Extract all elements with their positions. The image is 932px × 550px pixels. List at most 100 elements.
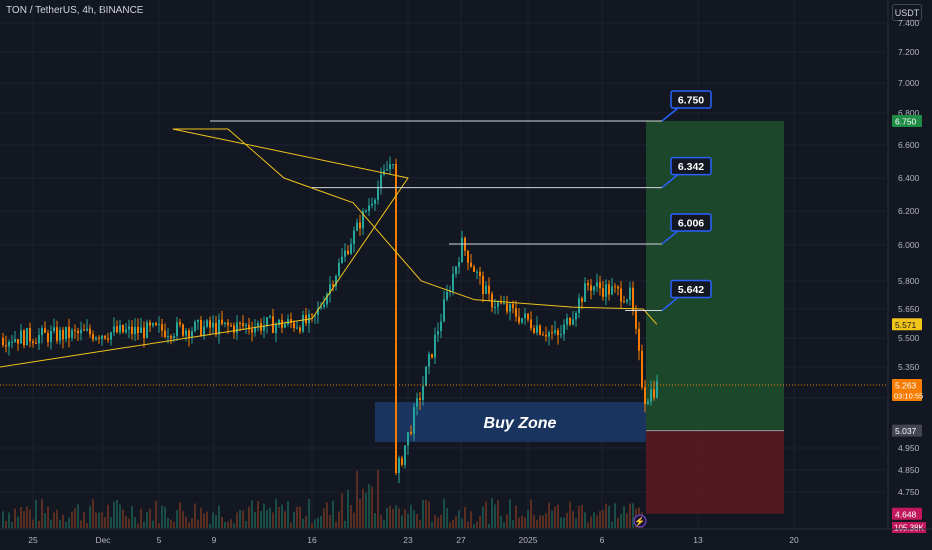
x-tick-label: 27 [456,535,466,545]
volume-bar [65,521,67,528]
volume-bar [32,519,34,528]
volume-bar [248,506,250,528]
candle-body [38,335,40,344]
volume-bar [164,506,166,528]
y-tick-label: 5.800 [898,276,920,286]
volume-bar [236,512,238,528]
volume-bar [29,509,31,528]
volume-bar [524,517,526,528]
price-tag-label-last: 5.263 [895,380,917,390]
candle-body [302,315,304,332]
candle-body [479,271,481,276]
volume-bar [215,515,217,528]
volume-bar [545,513,547,528]
volume-bar [80,520,82,528]
candle-body [269,316,271,318]
volume-bar [494,504,496,528]
volume-bar [452,519,454,528]
volume-bar [179,502,181,528]
volume-bar [47,506,49,528]
candle-body [128,326,130,330]
volume-bar [557,504,559,528]
candle-body [386,169,388,171]
volume-bar [383,519,385,528]
buy-zone-label: Buy Zone [484,415,557,432]
candle-body [458,262,460,267]
volume-bar [509,499,511,528]
volume-bar [497,500,499,528]
volume-bar [392,508,394,528]
volume-bar [260,511,262,528]
volume-bar [224,521,226,528]
candle-body [245,324,247,326]
volume-bar [446,508,448,528]
volume-bar [611,521,613,528]
candle-body [344,250,346,257]
volume-bar [266,509,268,528]
volume-tag [892,522,926,533]
candle-body [278,319,280,325]
volume-bar [182,511,184,528]
candle-body [533,328,535,333]
candle-body [593,286,595,291]
volume-bar [41,499,43,528]
volume-bar [428,501,430,528]
candle-body [119,324,121,333]
candle-body [524,313,526,319]
candle-body [614,286,616,288]
candle-body [647,401,649,405]
candle-body [473,266,475,272]
candle-body [98,337,100,339]
candle-body [125,329,127,333]
volume-bar [542,515,544,528]
candle-body [581,298,583,302]
target-zone [646,121,784,431]
candle-body [8,341,10,347]
candle-body [455,266,457,274]
candle-body [512,304,514,309]
y-tick-label: 6.800 [898,108,920,118]
volume-bar [548,502,550,528]
level-callout-label: 6.750 [678,95,704,107]
price-tag-label-stop: 4.648 [895,509,917,519]
candle-body [167,336,169,338]
volume-bar [605,503,607,528]
candle-body [431,353,433,358]
candle-body [263,325,265,331]
candle-body [14,339,16,342]
volume-bar [113,501,115,528]
volume-bar [536,520,538,528]
candle-body [629,287,631,300]
volume-bar [461,518,463,528]
level-callout [670,90,712,109]
candle-body [242,322,244,326]
level-callout [670,279,712,299]
volume-bar [401,515,403,528]
candle-body [506,303,508,312]
candle-body [368,205,370,211]
volume-bar [230,519,232,528]
candle-body [335,275,337,287]
candle-body [143,327,145,338]
candle-body [371,203,373,206]
volume-bar [476,521,478,528]
candle-body [77,330,79,334]
candle-body [509,304,511,312]
countdown-label: 03:10:55 [894,391,923,400]
volume-bar [458,510,460,528]
volume-bar [122,509,124,528]
candle-body [200,320,202,336]
volume-bar [302,518,304,528]
x-tick-label: Dec [95,535,111,545]
volume-bar [74,508,76,528]
volume-bar [482,506,484,528]
candle-body [248,324,250,330]
volume-bar [626,513,628,528]
candle-body [224,322,226,324]
x-tick-label: 25 [28,535,38,545]
candle-body [158,324,160,326]
candle-body [395,164,397,474]
currency-button[interactable]: USDT [892,4,922,21]
volume-bar [272,512,274,528]
